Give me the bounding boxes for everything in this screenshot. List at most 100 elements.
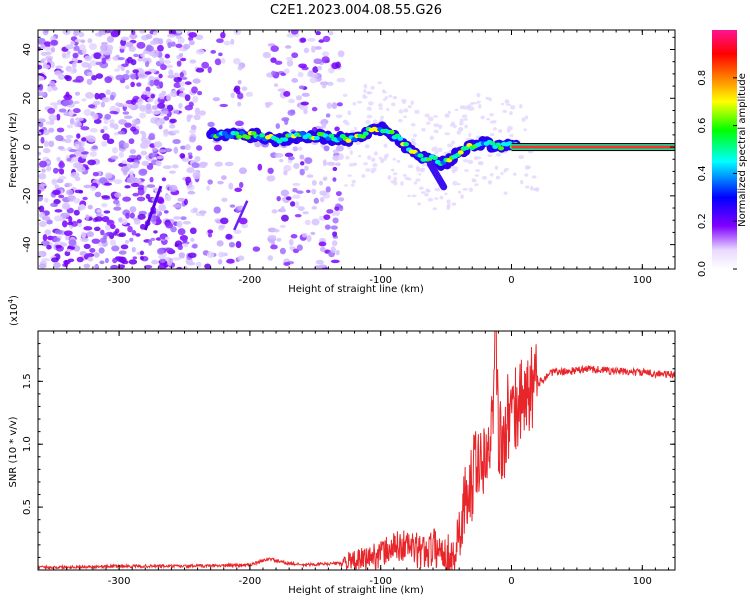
spectrogram-cell — [289, 246, 294, 250]
spectrogram-cell — [80, 151, 89, 155]
spectrogram-speckle — [432, 115, 439, 118]
spectrogram-cell — [120, 66, 125, 72]
spectrogram-speckle — [521, 117, 526, 122]
spectrogram-cell — [175, 30, 182, 34]
spectrogram-cell — [128, 138, 135, 145]
signal-core — [259, 133, 266, 138]
spectrogram-cell — [110, 239, 117, 247]
spectrogram-cell — [141, 160, 150, 167]
spectrogram-cell — [172, 203, 181, 208]
spectrogram-cell — [335, 145, 344, 152]
spectrogram-speckle — [462, 187, 469, 191]
spectrogram-cell — [171, 164, 179, 169]
spectrogram-speckle — [497, 129, 503, 133]
spectrogram-cell — [93, 252, 100, 258]
spectrogram-speckle — [418, 173, 422, 176]
spectrogram-cell — [179, 71, 184, 78]
spectrogram-speckle — [368, 101, 374, 106]
spectrogram-cell — [187, 190, 196, 195]
spectrogram-speckle — [524, 173, 529, 177]
spectrogram-speckle — [457, 190, 462, 194]
spectrogram-cell — [38, 205, 45, 213]
spectrogram-cell — [233, 57, 241, 65]
spectrogram-cell — [63, 138, 72, 144]
signal-tail — [440, 183, 448, 191]
spectrogram-cell — [145, 45, 155, 52]
signal-core — [417, 153, 424, 158]
spectrogram-speckle — [352, 102, 357, 106]
spectrogram-cell — [150, 237, 156, 241]
spectrogram-speckle — [365, 120, 371, 125]
spectrogram-cell — [155, 160, 162, 167]
spectrogram-speckle — [500, 102, 504, 106]
spectrogram-cell — [142, 58, 148, 63]
spectrogram-cell — [220, 58, 226, 64]
spectrogram-cell — [53, 262, 61, 269]
spectrogram-xtick-label: 100 — [633, 275, 652, 286]
spectrogram-cell — [74, 189, 83, 194]
spectrogram-cell — [214, 161, 223, 167]
spectrogram-cell — [38, 183, 47, 187]
spectrogram-cell — [147, 97, 154, 103]
spectrogram-cell — [130, 126, 137, 132]
spectrogram-cell — [40, 44, 46, 50]
spectrogram-cell — [280, 189, 290, 197]
spectrogram-speckle — [500, 171, 504, 176]
spectrogram-cell — [127, 104, 135, 109]
spectrogram-cell — [187, 152, 193, 156]
spectrogram-speckle — [488, 97, 492, 102]
spectrogram-cell — [129, 237, 134, 242]
spectrogram-cell — [311, 188, 317, 195]
signal-core — [345, 138, 352, 143]
spectrogram-cell — [145, 193, 151, 199]
spectrogram-cell — [338, 197, 345, 202]
spectrogram-cell — [42, 234, 48, 241]
spectrogram-cell — [238, 181, 244, 188]
spectrogram-cell — [123, 142, 130, 149]
spectrogram-speckle — [357, 100, 363, 104]
spectrogram-cell — [292, 182, 301, 187]
spectrogram-cell — [334, 162, 341, 167]
spectrogram-cell — [89, 248, 96, 253]
spectrogram-speckle — [481, 175, 488, 180]
spectrogram-cell — [321, 122, 327, 129]
spectrogram-cell — [178, 92, 187, 98]
spectrogram-cell — [93, 119, 102, 125]
spectrogram-cell — [73, 30, 79, 37]
signal-core — [489, 141, 496, 146]
spectrogram-cell — [125, 85, 130, 90]
spectrogram-cell — [87, 38, 93, 44]
spectrogram-cell — [61, 202, 71, 210]
spectrogram-cell — [54, 70, 62, 76]
spectrogram-cell — [101, 57, 107, 65]
spectrogram-cell — [280, 72, 287, 77]
spectrogram-cell — [120, 36, 130, 41]
spectrogram-speckle — [462, 105, 468, 110]
spectrogram-cell — [323, 214, 331, 220]
spectrogram-speckle — [372, 162, 378, 168]
spectrogram-cell — [151, 147, 158, 152]
spectrogram-speckle — [434, 150, 439, 155]
spectrogram-cell — [163, 210, 169, 214]
spectrogram-cell — [151, 105, 159, 110]
spectrogram-cell — [172, 139, 181, 145]
spectrogram-speckle — [444, 192, 448, 196]
spectrogram-cell — [128, 154, 137, 159]
spectrogram-cell — [326, 161, 336, 166]
spectrogram-cell — [201, 61, 210, 69]
spectrogram-cell — [58, 176, 67, 180]
spectrogram-cell — [284, 152, 294, 158]
spectrogram-cell — [228, 182, 234, 190]
spectrogram-cell — [318, 241, 327, 247]
spectrogram-cell — [204, 263, 211, 269]
spectrogram-cell — [126, 56, 133, 64]
spectrogram-cell — [336, 102, 343, 107]
spectrogram-cell — [151, 110, 161, 115]
spectrogram-cell — [224, 161, 234, 167]
spectrogram-cell — [327, 81, 334, 86]
spectrogram-cell — [55, 65, 64, 69]
spectrogram-speckle — [451, 202, 457, 206]
spectrogram-cell — [115, 74, 125, 81]
snr-frame — [37, 330, 676, 571]
spectrogram-cell — [122, 196, 132, 202]
